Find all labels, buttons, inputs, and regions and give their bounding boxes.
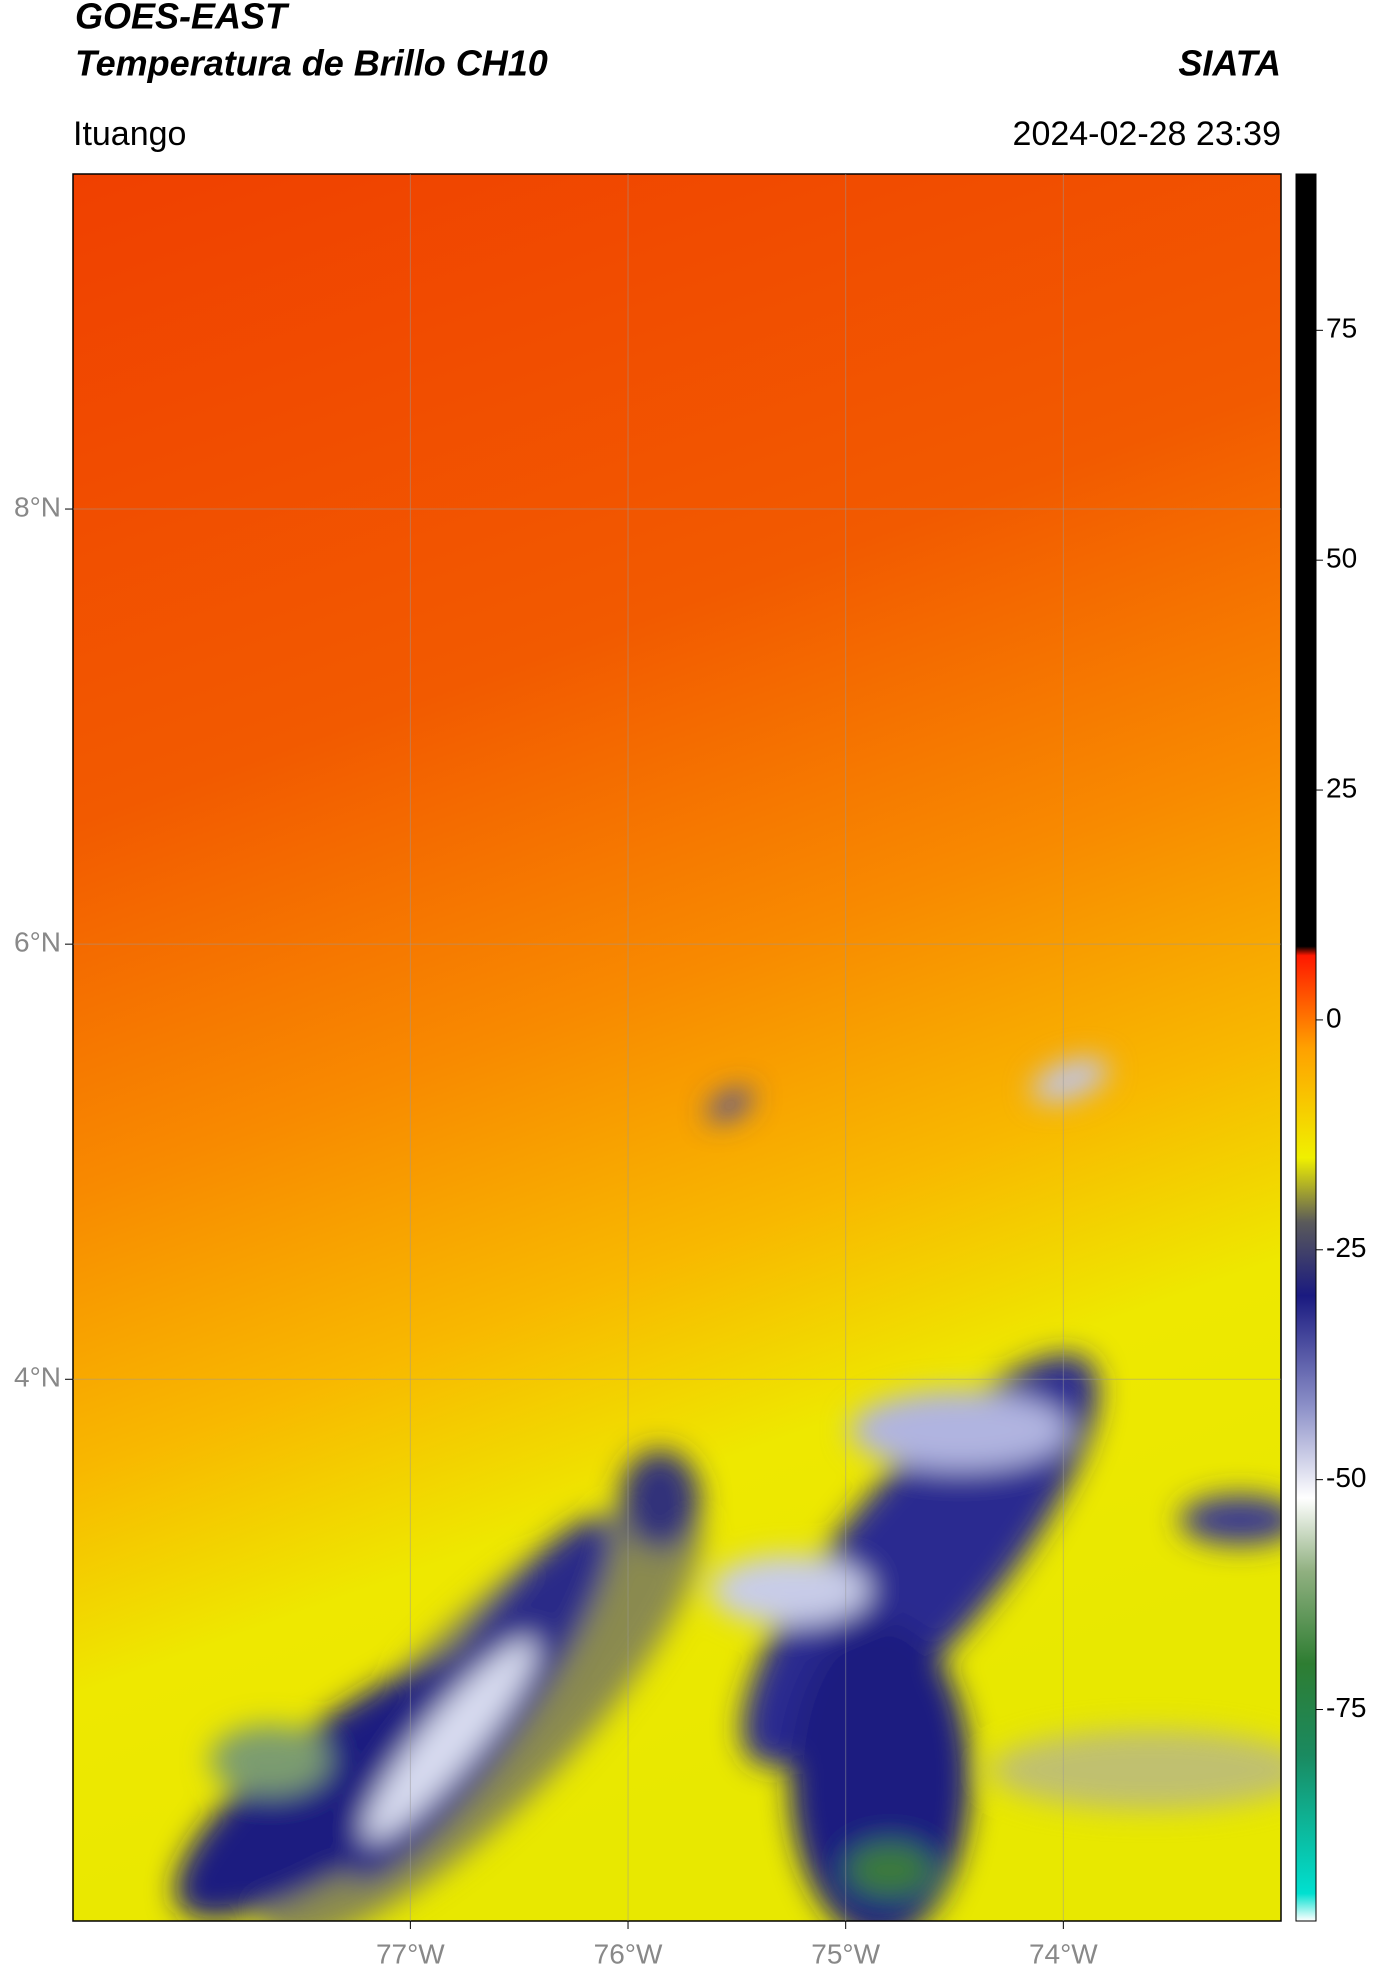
colorbar-tick-label: -25 (1326, 1232, 1366, 1263)
x-tick-label: 76°W (594, 1938, 663, 1969)
colorbar-tick-label: 50 (1326, 543, 1357, 574)
y-tick-label: 6°N (14, 927, 61, 958)
colorbar-bar (1295, 173, 1317, 1922)
x-tick-label: 77°W (376, 1938, 445, 1969)
map-frame (72, 173, 1282, 1922)
colorbar-tick-label: 25 (1326, 772, 1357, 803)
subtitle: Temperatura de Brillo CH10 (75, 43, 548, 84)
y-tick-label: 4°N (14, 1362, 61, 1393)
source: SIATA (1178, 43, 1281, 84)
colorbar-tick-label: -75 (1326, 1692, 1366, 1723)
colorbar-tick-label: 75 (1326, 313, 1357, 344)
colorbar-tick-label: 0 (1326, 1002, 1342, 1033)
colorbar-tick-label: -50 (1326, 1462, 1366, 1493)
colorbar: 75 50 25 0 -25 -50 -75 (1295, 173, 1366, 1922)
title: GOES-EAST (75, 0, 290, 37)
datetime: 2024-02-28 23:39 (1013, 115, 1281, 153)
x-tick-label: 75°W (811, 1938, 880, 1969)
region: Ituango (73, 115, 186, 153)
map-image (73, 174, 1281, 1921)
x-tick-label: 74°W (1029, 1938, 1098, 1969)
y-tick-label: 8°N (14, 491, 61, 522)
